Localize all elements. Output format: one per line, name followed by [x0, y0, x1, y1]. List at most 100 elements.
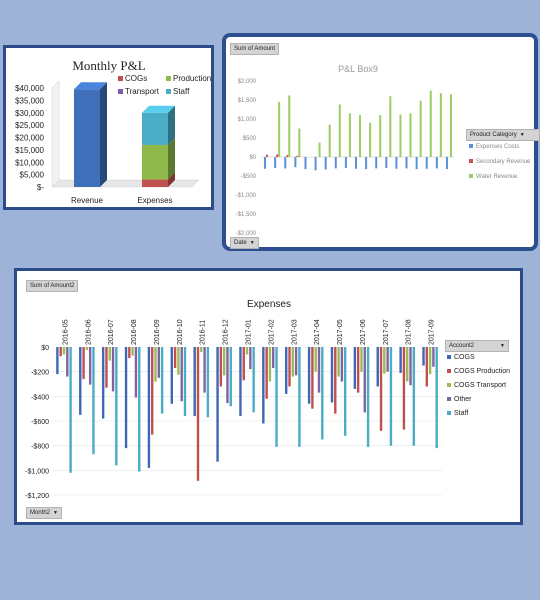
bar-other — [272, 347, 275, 368]
bar-secondary-revenue — [266, 154, 269, 157]
bar-other — [294, 347, 298, 376]
bar-cogs — [422, 347, 425, 366]
bar-cogs — [170, 347, 174, 404]
bar-water-revenue — [298, 128, 301, 157]
legend-label: COGS Transport — [454, 382, 506, 389]
bar-water-revenue — [288, 95, 291, 157]
bar-staff — [138, 347, 141, 472]
expenses-axis-field-button[interactable]: Month2 ▼ — [26, 507, 62, 519]
bar-staff — [229, 347, 232, 407]
bar-expenses-costs — [284, 157, 287, 169]
bar-other — [249, 347, 252, 370]
box9-legend-title: Product Category — [470, 132, 517, 138]
bar-water-revenue — [409, 113, 412, 157]
y-tick-label: -$500 — [241, 174, 257, 180]
bar-staff — [69, 347, 72, 473]
x-tick-label: 2017-01 — [246, 319, 253, 345]
box9-axis-field-button[interactable]: Date ▼ — [230, 237, 259, 249]
bar-expenses-costs — [375, 157, 378, 169]
bar-cogs-production — [59, 347, 62, 357]
y-tick-label: $10,000 — [15, 158, 44, 167]
bar-segment-revenue — [74, 89, 100, 187]
bar-expenses-costs — [324, 157, 327, 170]
bar-other — [203, 347, 206, 393]
bar-water-revenue — [379, 115, 382, 157]
bar-cogs-transport — [337, 347, 340, 377]
legend-swatch — [166, 89, 171, 94]
y-tick-label: $2,000 — [238, 79, 257, 85]
bar-cogs-production — [402, 347, 406, 430]
bar-water-revenue — [338, 104, 341, 157]
box9-value-field-button[interactable]: Sum of Amount — [230, 43, 280, 55]
bar-expenses-costs — [365, 157, 368, 170]
expenses-axis-field-label: Month2 — [30, 510, 51, 516]
bar-cogs — [330, 347, 334, 403]
bar-cogs — [101, 347, 105, 419]
y-tick-label: $20,000 — [15, 134, 44, 143]
bar-expenses-costs — [405, 157, 408, 169]
bar-cogs — [147, 347, 151, 468]
x-tick-label: 2016-09 — [154, 319, 161, 345]
y-tick-label: -$400 — [31, 394, 49, 401]
dropdown-arrow-icon: ▼ — [249, 240, 255, 246]
bar-cogs-transport — [383, 347, 386, 374]
box9-value-field-label: Sum of Amount — [234, 46, 276, 52]
x-tick-label: 2016-08 — [131, 319, 138, 345]
y-tick-label: $0 — [249, 155, 256, 161]
y-tick-label: -$1,000 — [25, 468, 49, 475]
y-tick-label: $35,000 — [15, 96, 44, 105]
bar-cogs-production — [173, 347, 177, 368]
bar-segment-staff — [142, 112, 168, 145]
legend-label: Water Revenue — [476, 174, 518, 180]
bar-expenses-costs — [274, 157, 277, 169]
x-tick-label: 2017-04 — [314, 319, 321, 345]
bar-other — [409, 347, 412, 386]
x-tick-label: 2017-08 — [406, 319, 413, 345]
dropdown-arrow-icon: ▼ — [53, 510, 58, 516]
bar-cogs — [399, 347, 402, 373]
box9-chart-panel: Sum of Amount Product Category ▼ Date ▼ P&… — [222, 33, 540, 251]
legend-swatch — [447, 411, 451, 415]
bar-cogs-transport — [291, 347, 295, 377]
bar-cogs-production — [288, 347, 291, 387]
legend-swatch — [469, 159, 473, 163]
bar-cogs — [193, 347, 196, 417]
bar-other — [317, 347, 321, 393]
bar-water-revenue — [348, 113, 351, 157]
bar-cogs-production — [151, 347, 154, 435]
legend-label: COGS — [454, 354, 475, 361]
bar-staff — [275, 347, 278, 447]
bar-secondary-revenue — [286, 155, 289, 157]
x-tick-label: Expenses — [137, 196, 172, 205]
y-tick-label: -$800 — [31, 444, 49, 451]
bar-water-revenue — [318, 142, 321, 157]
bar-other — [432, 347, 435, 367]
bar-staff — [183, 347, 187, 417]
bar-cogs-production — [356, 347, 360, 393]
legend-swatch — [447, 397, 451, 401]
box9-legend-filter-button[interactable]: Product Category ▼ — [466, 129, 540, 141]
legend-label: Expenses Costs — [476, 144, 519, 150]
bar-cogs-transport — [360, 347, 363, 372]
expenses-chart-svg: Expenses $0 -$200 -$400 -$600 -$800 -$1,000 -$1… — [25, 299, 510, 500]
bar-staff — [252, 347, 255, 413]
bar-staff — [298, 347, 301, 447]
bar-cogs-transport — [268, 347, 272, 382]
x-tick-label: 2016-06 — [85, 319, 92, 345]
y-tick-label: -$1,200 — [25, 493, 49, 500]
x-tick-label: 2016-11 — [200, 320, 207, 345]
bar-top-revenue — [74, 82, 107, 90]
legend-label: Other — [454, 396, 472, 403]
x-tick-label: 2017-05 — [337, 319, 344, 345]
expenses-legend-filter-button[interactable]: Account2 ▼ — [445, 340, 509, 352]
bar-expenses-costs — [425, 157, 428, 169]
bar-cogs-production — [425, 347, 429, 387]
expenses-value-field-button[interactable]: Sum of Amount2 — [26, 280, 79, 292]
y-tick-label: $0 — [41, 345, 49, 352]
pnl-chart-svg: Monthly P&L $- $5,000 $10,000 $15,000 $20,000… — [15, 58, 211, 205]
y-tick-label: $1,500 — [238, 98, 257, 104]
y-tick-label: -$2,000 — [236, 231, 257, 237]
bar-cogs — [285, 347, 288, 394]
bar-cogs-transport — [131, 347, 134, 356]
bar-cogs-production — [82, 347, 85, 380]
